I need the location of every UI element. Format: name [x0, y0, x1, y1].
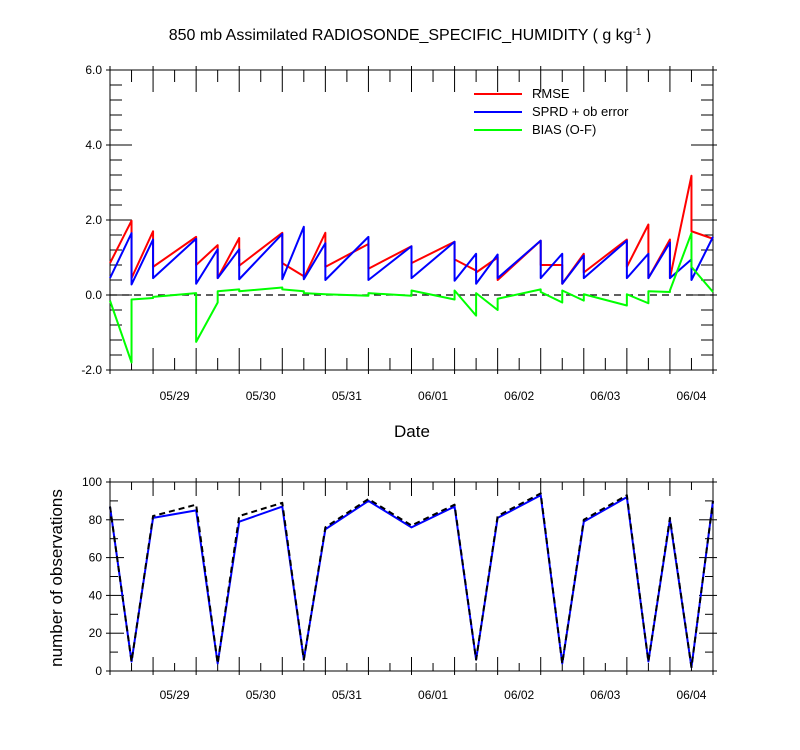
- series-line-bias-o-f: [109, 232, 714, 364]
- x-tick-label: 05/31: [332, 389, 362, 403]
- y-tick-label: 80: [89, 513, 103, 527]
- y-tick-label: 4.0: [85, 138, 102, 152]
- series-line-obs-possible: [109, 492, 714, 669]
- series-line-rmse: [109, 174, 714, 285]
- x-tick-label: 06/01: [418, 688, 448, 702]
- y-tick-label: -2.0: [81, 363, 102, 377]
- x-tick-label: 06/03: [590, 688, 620, 702]
- y-tick-label: 6.0: [85, 63, 102, 77]
- x-tick-label: 06/02: [504, 688, 534, 702]
- x-tick-label: 05/29: [160, 688, 190, 702]
- x-tick-label: 05/29: [160, 389, 190, 403]
- y-tick-label: 40: [89, 588, 103, 602]
- y-tick-label: 2.0: [85, 213, 102, 227]
- x-axis-title: Date: [394, 422, 430, 441]
- top-chart-panel: 850 mb Assimilated RADIOSONDE_SPECIFIC_H…: [81, 27, 717, 441]
- x-tick-label: 05/30: [246, 389, 276, 403]
- x-tick-label: 06/04: [676, 688, 706, 702]
- series-line-sprd-ob-error: [109, 225, 714, 286]
- x-tick-label: 06/01: [418, 389, 448, 403]
- y-tick-label: 0.0: [85, 288, 102, 302]
- chart-title: 850 mb Assimilated RADIOSONDE_SPECIFIC_H…: [169, 27, 652, 45]
- y-tick-label: 0: [95, 664, 102, 678]
- series-line-obs-used: [109, 494, 714, 669]
- legend: RMSE SPRD + ob error BIAS (O-F): [474, 86, 629, 137]
- x-tick-label: 06/04: [676, 389, 706, 403]
- top-plot-area: -2.0 0.0 2.0 4.0 6.0 05/29 05/30 05/31 06/01 06/0…: [81, 63, 717, 403]
- legend-label: SPRD + ob error: [532, 104, 629, 119]
- x-tick-label: 05/31: [332, 688, 362, 702]
- x-tick-label: 06/03: [590, 389, 620, 403]
- y-tick-label: 20: [89, 626, 103, 640]
- y-tick-label: 100: [82, 475, 102, 489]
- y-axis-title: number of observations: [47, 489, 66, 667]
- bottom-chart-panel: 0 20 40 60 80 100 05/29 05/30 05/31 06/01 06/02 06/…: [47, 475, 717, 702]
- x-tick-label: 06/02: [504, 389, 534, 403]
- y-tick-label: 60: [89, 551, 103, 565]
- legend-label: RMSE: [532, 86, 570, 101]
- x-tick-label: 05/30: [246, 688, 276, 702]
- legend-label: BIAS (O-F): [532, 122, 596, 137]
- plot-frame: [109, 481, 714, 672]
- bottom-plot-area: 0 20 40 60 80 100 05/29 05/30 05/31 06/01 06/02 06/…: [82, 475, 717, 702]
